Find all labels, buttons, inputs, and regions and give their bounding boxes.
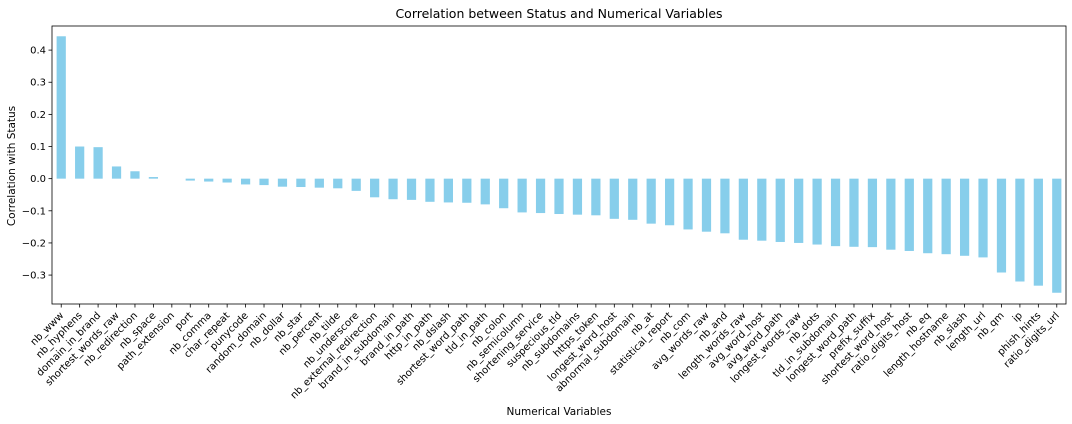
bar-nb-eq [923, 178, 933, 254]
bar-tld-in-subdomain [830, 178, 841, 247]
y-tick-label: −0.2 [22, 238, 46, 249]
bar-shortest-word-host [886, 178, 896, 250]
bar-longest-words-raw [794, 178, 804, 243]
bar-random-domain [259, 178, 269, 186]
bar-length-words-raw [738, 178, 748, 240]
bar-length-hostname [941, 178, 951, 255]
y-axis: −0.3 −0.2 −0.1 0.0 0.1 0.2 0.3 0.4 [22, 46, 52, 282]
bar-phish-hints [1033, 178, 1043, 286]
bar-http-in-path [425, 178, 435, 202]
y-tick-label: −0.3 [22, 271, 46, 282]
bar-nb-comma [204, 178, 214, 182]
plot-frame [51, 25, 1067, 305]
bar-nb-underscore [351, 178, 361, 191]
y-tick-label: 0.1 [30, 142, 46, 153]
y-axis-label: Correlation with Status [6, 106, 18, 226]
bar-domain-in-brand [93, 147, 103, 179]
bar-ip [1015, 178, 1025, 282]
y-tick-label: 0.4 [30, 46, 46, 57]
bar-ratio-digits-url [1052, 178, 1062, 293]
bar-ratio-digits-host [904, 178, 914, 251]
x-axis-label: Numerical Variables [507, 406, 612, 418]
x-axis: nb_wwwnb_hyphensdomain_in_brandshortest_… [29, 304, 1062, 401]
y-tick-label: 0.3 [30, 78, 46, 89]
bar-shortening-service [535, 178, 546, 214]
bar-shortest-words-raw [111, 166, 122, 179]
bar-nb-external-redirection [370, 178, 380, 198]
y-tick-label: 0.0 [30, 174, 46, 185]
bar-https-token [591, 178, 601, 216]
bar-nb-space [148, 177, 159, 179]
chart-title: Correlation between Status and Numerical… [395, 6, 722, 21]
bar-brand-in-path [406, 178, 417, 200]
bar-longest-word-path [849, 178, 859, 247]
bar-longest-word-host [609, 178, 619, 219]
y-tick-label: 0.2 [30, 110, 46, 121]
bar-nb-colon [499, 178, 509, 209]
bar-abnormal-subdomain [628, 178, 638, 220]
bar-tld-in-path [480, 178, 490, 205]
bar-nb-hyphens [75, 146, 85, 179]
bar-nb-semicolumn [517, 178, 527, 213]
bar-nb-star [296, 178, 306, 188]
bar-nb-percent [314, 178, 324, 188]
bar-nb-subdomains [572, 178, 583, 215]
bar-brand-in-subdomain [388, 178, 398, 200]
y-tick-label: −0.1 [22, 206, 46, 217]
bar-punycode [240, 178, 251, 185]
bar-avg-word-path [775, 178, 785, 242]
bar-nb-tilde [333, 178, 343, 189]
bar-nb-com [683, 178, 693, 230]
bar-shortest-word-path [462, 178, 472, 203]
bar-avg-words-raw [701, 178, 712, 232]
bar-nb-dots [812, 178, 822, 245]
bar-nb-qm [996, 178, 1007, 273]
bar-nb-www [56, 36, 66, 179]
bar-avg-word-host [757, 178, 767, 241]
bar-nb-redirection [130, 171, 140, 179]
bar-nb-dollar [277, 178, 288, 187]
bar-statistical-report [665, 178, 675, 226]
bars-group [56, 36, 1062, 293]
bar-nb-dslash [443, 178, 453, 203]
bar-suspecious-tld [554, 178, 564, 215]
bar-length-url [978, 178, 988, 258]
bar-nb-slash [959, 178, 970, 256]
bar-nb-at [646, 178, 656, 224]
bar-char-repeat [222, 178, 232, 183]
bar-prefix-suffix [867, 178, 878, 248]
bar-nb-and [720, 178, 730, 234]
bar-port [185, 178, 195, 181]
